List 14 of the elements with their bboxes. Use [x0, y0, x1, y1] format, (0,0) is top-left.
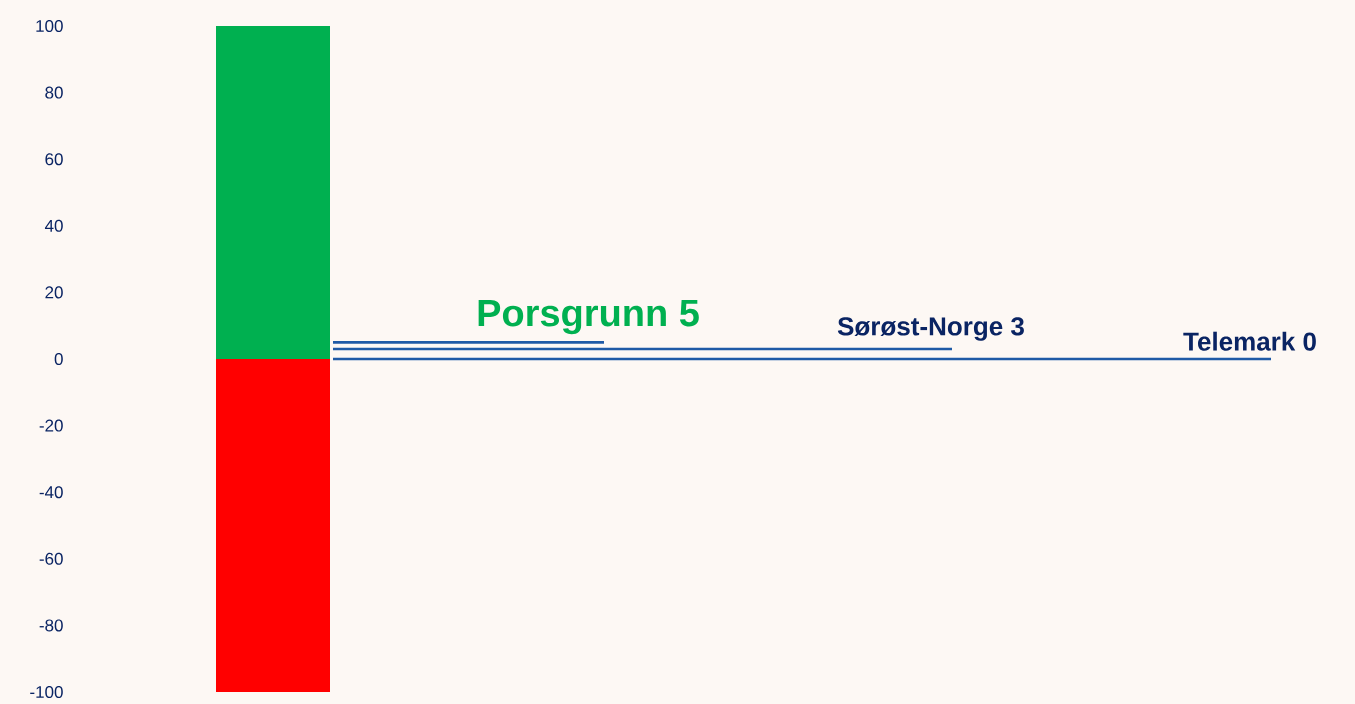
- y-tick-label: 60: [45, 153, 63, 166]
- y-tick-label: 0: [54, 352, 63, 366]
- y-tick-label: 40: [44, 219, 63, 232]
- ref-line-label: Sørøst-Norge 3: [837, 317, 1024, 341]
- ref-line-label: Telemark 0: [1183, 331, 1316, 351]
- ref-line-label: Porsgrunn 5: [478, 299, 699, 335]
- y-tick-label: -20: [39, 419, 63, 432]
- y-tick-label: 80: [45, 86, 63, 99]
- y-tick-label: -100: [30, 685, 63, 699]
- y-tick-label: 20: [45, 286, 63, 299]
- y-tick-label: -60: [39, 552, 63, 565]
- y-tick-label: 100: [36, 19, 63, 33]
- y-tick-label: -80: [39, 619, 63, 632]
- y-tick-label: -40: [39, 486, 63, 499]
